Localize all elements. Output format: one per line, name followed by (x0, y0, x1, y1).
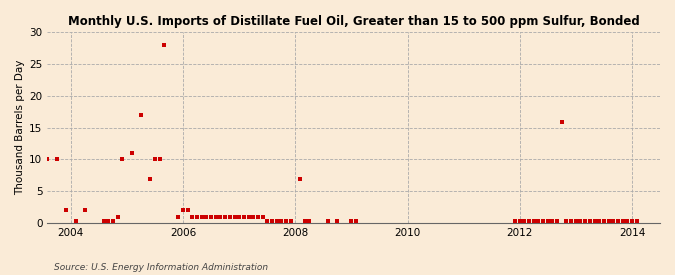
Point (267, 219, 277, 223)
Point (617, 219, 628, 223)
Point (585, 219, 595, 223)
Point (206, 214, 217, 219)
Point (14, 214, 25, 219)
Point (182, 208, 193, 213)
Point (631, 219, 642, 223)
Point (538, 219, 549, 223)
Point (178, 208, 188, 213)
Point (350, 219, 361, 223)
Point (70, 218, 81, 223)
Point (196, 214, 207, 219)
Point (603, 219, 614, 223)
Point (626, 219, 637, 223)
Point (150, 157, 161, 162)
Point (594, 219, 605, 223)
Point (234, 214, 244, 219)
Point (126, 151, 137, 155)
Point (201, 214, 212, 219)
Point (281, 219, 292, 223)
Point (229, 214, 240, 219)
Point (533, 219, 544, 223)
Point (575, 219, 586, 223)
Point (117, 157, 128, 162)
Point (612, 219, 623, 223)
Point (80, 208, 90, 213)
Point (519, 219, 530, 223)
Point (622, 219, 632, 223)
Point (51, 157, 62, 162)
Point (271, 219, 282, 223)
Point (155, 157, 165, 162)
Point (286, 219, 296, 223)
Point (159, 43, 170, 47)
Point (103, 219, 113, 223)
Point (580, 219, 591, 223)
Title: Monthly U.S. Imports of Distillate Fuel Oil, Greater than 15 to 500 ppm Sulfur, : Monthly U.S. Imports of Distillate Fuel … (68, 15, 639, 28)
Y-axis label: Thousand Barrels per Day: Thousand Barrels per Day (15, 60, 25, 195)
Point (257, 214, 268, 219)
Point (211, 214, 221, 219)
Point (299, 219, 310, 223)
Point (294, 176, 305, 181)
Point (107, 219, 118, 223)
Point (276, 219, 287, 223)
Point (98, 219, 109, 223)
Point (42, 157, 53, 162)
Point (566, 219, 576, 223)
Point (332, 219, 343, 223)
Point (252, 214, 263, 219)
Point (561, 219, 572, 223)
Point (224, 214, 235, 219)
Point (543, 219, 554, 223)
Point (524, 219, 535, 223)
Point (112, 214, 123, 219)
Point (514, 219, 525, 223)
Point (547, 219, 558, 223)
Point (145, 176, 156, 181)
Point (323, 219, 333, 223)
Point (304, 219, 315, 223)
Point (61, 208, 72, 213)
Point (173, 214, 184, 219)
Text: Source: U.S. Energy Information Administration: Source: U.S. Energy Information Administ… (54, 263, 268, 272)
Point (346, 219, 357, 223)
Point (24, 208, 34, 213)
Point (589, 219, 600, 223)
Point (248, 214, 259, 219)
Point (551, 219, 562, 223)
Point (215, 214, 226, 219)
Point (187, 214, 198, 219)
Point (556, 120, 567, 125)
Point (243, 214, 254, 219)
Point (192, 214, 202, 219)
Point (570, 219, 581, 223)
Point (599, 219, 610, 223)
Point (510, 219, 520, 223)
Point (238, 214, 249, 219)
Point (608, 219, 619, 223)
Point (529, 219, 539, 223)
Point (136, 112, 146, 117)
Point (220, 214, 231, 219)
Point (262, 219, 273, 223)
